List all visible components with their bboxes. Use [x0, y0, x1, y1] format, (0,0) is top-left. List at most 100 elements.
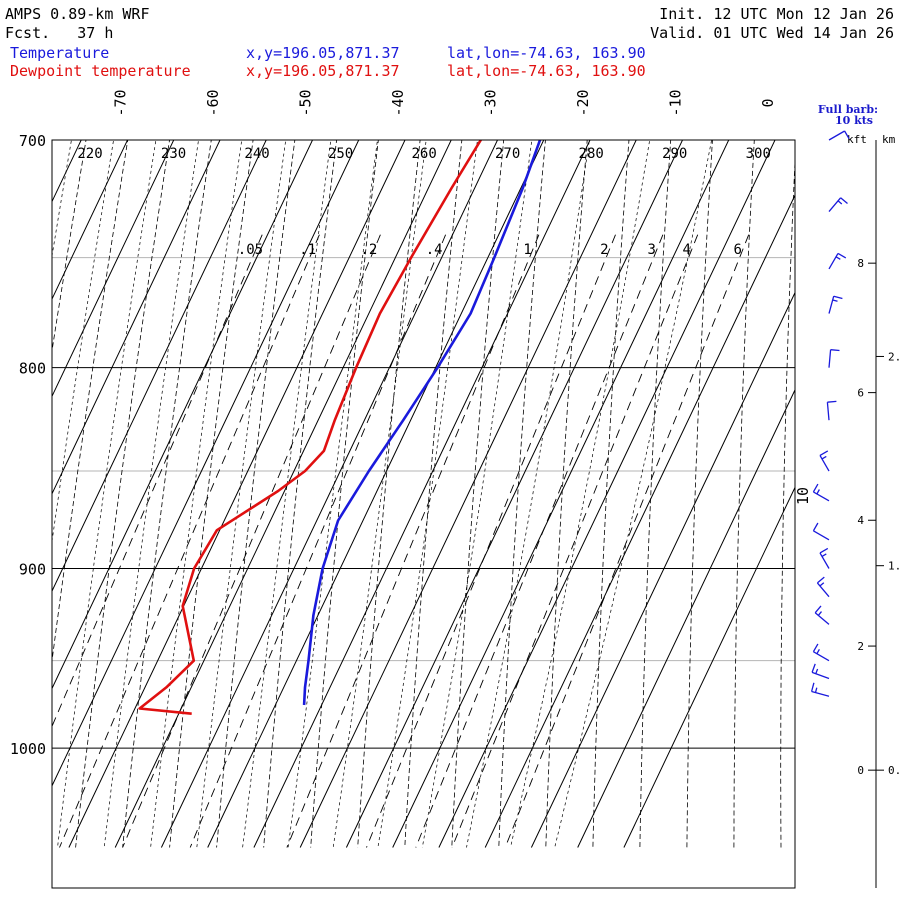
- moist-adiabat-10: [554, 140, 712, 848]
- wind-barb-staff: [819, 455, 830, 472]
- moist-adiabat-5: [510, 140, 651, 848]
- mixing-ratio-4: [451, 234, 699, 848]
- isotherm--10: [345, 140, 684, 848]
- moist-adiabat--15: [332, 140, 427, 848]
- mixing-ratio-label-0.05: .05: [238, 242, 263, 258]
- wind-barb-half: [814, 687, 818, 693]
- isotherm-label-10: 10: [794, 487, 812, 505]
- wind-barb-staff: [811, 690, 830, 697]
- wind-barb-full: [844, 130, 850, 140]
- wind-barb-full: [814, 605, 822, 614]
- pressure-label-1000: 1000: [10, 740, 46, 758]
- mixing-ratio-2: [366, 234, 616, 848]
- mixing-ratio-1: [286, 234, 540, 848]
- wind-barb-13: [811, 663, 830, 680]
- wind-barb-14: [810, 682, 830, 697]
- isotherm--5: [392, 140, 730, 848]
- wind-barb-staff: [813, 651, 830, 662]
- moist-adiabat--10: [377, 140, 478, 848]
- mixing-ratio-label-4: 4: [682, 242, 690, 258]
- isotherm--25: [207, 140, 545, 848]
- wind-barb-half: [832, 299, 838, 302]
- wind-barb-10: [816, 576, 830, 598]
- init-time: Init. 12 UTC Mon 12 Jan 26: [659, 5, 894, 23]
- moist-adiabat--25: [242, 140, 332, 848]
- wind-barb-full: [840, 197, 848, 205]
- isotherm-0: [438, 140, 776, 848]
- mixing-ratio-0.2: [122, 234, 381, 848]
- isotherm--70: [52, 140, 129, 301]
- dry-adiabat-label-240: 240: [244, 146, 269, 162]
- wind-barb-staff: [819, 552, 830, 569]
- dry-adiabat-label-270: 270: [495, 146, 520, 162]
- dry-adiabat-label-250: 250: [328, 146, 353, 162]
- wind-barb-full: [812, 483, 819, 493]
- mixing-ratio-6: [504, 234, 750, 848]
- dry-adiabat-310: [827, 0, 845, 847]
- dry-adiabat-255: [310, 140, 379, 848]
- wind-barb-full: [819, 450, 829, 456]
- wind-barb-half: [817, 611, 822, 616]
- km-label-2: 2.: [888, 350, 900, 363]
- dewpoint-legend: Dewpoint temperature: [10, 62, 191, 80]
- moist-adiabat--45: [57, 140, 157, 848]
- moist-adiabat--60: [0, 0, 57, 847]
- isotherm-15: [577, 388, 795, 848]
- mixing-ratio-label-1: 1: [523, 242, 531, 258]
- dry-adiabat-225: [52, 140, 129, 664]
- dry-adiabat-315: [872, 0, 885, 847]
- mixing-ratio-label-2: 2: [600, 242, 608, 258]
- dry-adiabat-235: [122, 140, 212, 848]
- isotherm--20: [253, 140, 591, 848]
- wind-barb-staff: [814, 612, 830, 625]
- moist-adiabat--5: [421, 140, 533, 848]
- moist-adiabat--20: [287, 140, 378, 848]
- dry-adiabat-215: [0, 0, 71, 847]
- kft-label-8: 8: [857, 257, 864, 270]
- barb-legend-line1: Full barb:: [818, 103, 878, 116]
- kft-label-4: 4: [857, 514, 864, 527]
- dewpoint-line: [138, 140, 482, 715]
- dry-adiabat-210: [0, 0, 31, 847]
- wind-barb-full: [833, 295, 843, 300]
- wind-barb-6: [819, 450, 830, 472]
- wind-barb-4: [828, 349, 840, 368]
- barb-legend-line2: 10 kts: [835, 114, 873, 127]
- wind-barb-9: [819, 547, 830, 569]
- isotherm--90: [0, 0, 15, 847]
- pressure-label-900: 900: [19, 560, 46, 578]
- pressure-label-800: 800: [19, 360, 46, 378]
- mixing-ratio-label-0.4: .4: [426, 242, 443, 258]
- wind-barb-full: [819, 547, 829, 554]
- wind-barb-2: [828, 252, 847, 270]
- wind-barb-half: [819, 582, 825, 587]
- wind-barb-staff: [828, 253, 839, 270]
- wind-barb-staff: [813, 530, 830, 541]
- kft-label-6: 6: [857, 387, 864, 400]
- isotherm-label--50: -50: [297, 89, 315, 116]
- mixing-ratio-label-3: 3: [648, 242, 656, 258]
- isotherm-label--10: -10: [667, 89, 685, 116]
- wind-barb-half: [821, 455, 827, 460]
- temperature-xy: x,y=196.05,871.37: [246, 44, 400, 62]
- wind-barb-half: [815, 668, 819, 674]
- wind-barb-staff: [826, 402, 830, 421]
- wind-barb-half: [816, 648, 820, 655]
- plot-frame: [51, 139, 796, 889]
- pressure-label-700: 700: [19, 132, 46, 150]
- isotherm-label--40: -40: [389, 89, 407, 116]
- wind-barb-11: [814, 605, 830, 625]
- mixing-ratio-0.1: [59, 234, 320, 848]
- isotherm--65: [52, 140, 175, 398]
- wind-barb-5: [826, 400, 837, 421]
- wind-barb-full: [810, 682, 815, 692]
- mixing-ratio-0.4: [189, 234, 447, 848]
- dry-adiabat-260: [357, 140, 421, 848]
- km-label-1: 1.: [888, 560, 900, 573]
- wind-barb-staff: [828, 197, 842, 212]
- isotherm--15: [299, 140, 637, 848]
- wind-barb-staff: [828, 296, 835, 314]
- forecast-hour: Fcst. 37 h: [5, 24, 114, 42]
- moist-adiabat--50: [52, 140, 114, 544]
- kft-axis-label: kft: [847, 133, 867, 146]
